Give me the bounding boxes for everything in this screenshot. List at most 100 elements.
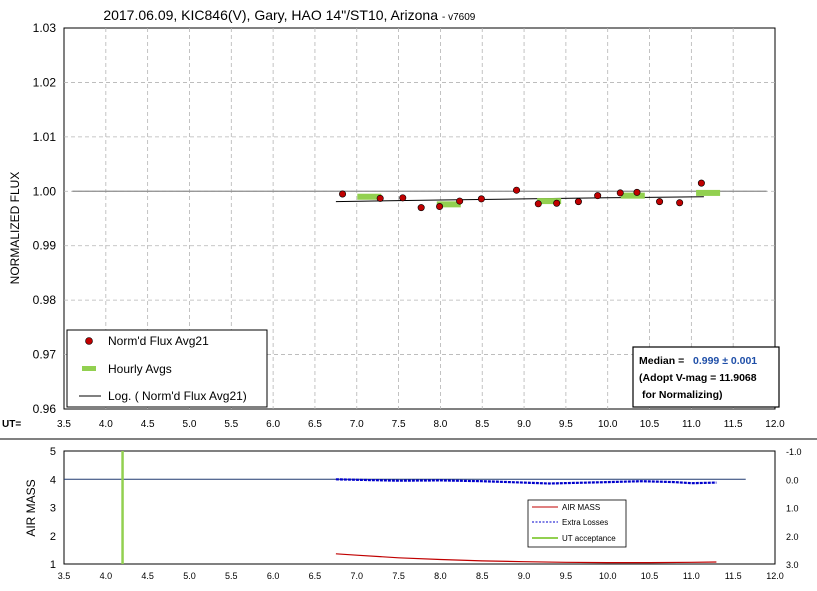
x-tick-label: 5.0 <box>183 419 197 430</box>
bottom-y-tick-labels: 1 2 3 4 5 <box>50 446 56 571</box>
hourly-avg-mark <box>357 193 382 200</box>
y2-tick-label: -1.0 <box>786 447 802 457</box>
extra-losses-line <box>335 478 717 485</box>
median-annotation: Median = 0.999 ± 0.001 (Adopt V-mag = 11… <box>632 346 780 408</box>
median-label: Median = <box>639 355 684 367</box>
flux-point <box>633 188 641 196</box>
bottom-series <box>64 451 746 564</box>
x-tick-label: 6.5 <box>308 419 322 430</box>
x-tick-label: 9.0 <box>517 419 531 430</box>
median-line2: (Adopt V-mag = 11.9068 <box>639 372 757 384</box>
top-y-axis-label: NORMALIZED FLUX <box>8 172 22 285</box>
bottom-y2-tick-labels: -1.0 0.0 1.0 2.0 3.0 <box>786 447 802 570</box>
x-tick-label: 5.5 <box>225 571 238 581</box>
x-tick-label: 11.0 <box>683 571 700 581</box>
median-line3: for Normalizing) <box>642 389 723 401</box>
flux-point <box>456 197 464 205</box>
x-tick-label: 12.0 <box>766 571 784 581</box>
bottom-legend: AIR MASS Extra Losses UT acceptance <box>527 499 627 548</box>
y-tick-label: 0.97 <box>33 348 57 362</box>
y-tick-label: 1.00 <box>33 184 57 198</box>
legend-label-extra-losses: Extra Losses <box>562 518 608 527</box>
x-tick-label: 6.0 <box>266 419 280 430</box>
x-tick-label: 8.0 <box>434 571 447 581</box>
x-tick-label: 10.5 <box>640 419 660 430</box>
x-tick-label: 3.5 <box>57 419 71 430</box>
y-tick-label: 0.96 <box>33 402 57 416</box>
x-tick-label: 5.5 <box>224 419 238 430</box>
x-tick-label: 8.5 <box>475 419 489 430</box>
flux-point <box>376 194 384 202</box>
y-tick-label: 0.98 <box>33 293 57 307</box>
x-tick-label: 11.0 <box>682 419 701 430</box>
hourly-avg-mark <box>696 189 721 196</box>
flux-point <box>697 179 705 187</box>
y-tick-label: 5 <box>50 446 56 458</box>
y-tick-label: 1.02 <box>33 75 57 89</box>
flux-point <box>513 186 521 194</box>
legend-label-hourly: Hourly Avgs <box>108 362 172 376</box>
x-tick-label: 8.0 <box>433 419 447 430</box>
x-tick-label: 6.0 <box>267 571 280 581</box>
y-tick-label: 3 <box>50 503 56 515</box>
flux-point <box>534 200 542 208</box>
hourly-avg-mark <box>537 198 562 205</box>
x-tick-label: 3.5 <box>58 571 71 581</box>
flux-point <box>553 199 561 207</box>
hourly-avg-mark <box>436 201 461 208</box>
flux-point <box>574 198 582 206</box>
x-tick-label: 4.0 <box>99 419 113 430</box>
y-tick-label: 4 <box>50 474 56 486</box>
flux-point <box>339 190 347 198</box>
y2-tick-label: 2.0 <box>786 532 799 542</box>
top-x-tick-labels: 3.5 4.0 4.5 5.0 5.5 6.0 6.5 7.0 7.5 8.0 8.5 9.0 9.5 1… <box>57 419 785 430</box>
flux-point <box>594 192 602 200</box>
x-tick-label: 4.5 <box>141 419 155 430</box>
flux-point <box>417 204 425 212</box>
x-tick-label: 10.0 <box>599 571 617 581</box>
y-tick-label: 1 <box>50 559 56 571</box>
legend-marker-hourly <box>82 366 96 371</box>
airmass-line <box>335 553 717 564</box>
x-tick-label: 9.5 <box>559 419 573 430</box>
top-y-tick-labels: 0.96 0.97 0.98 0.99 1.00 1.01 1.02 1.03 <box>33 21 57 416</box>
x-tick-label: 10.0 <box>598 419 618 430</box>
x-tick-label: 11.5 <box>725 571 742 581</box>
top-legend: Norm'd Flux Avg21 Hourly Avgs Log. ( Nor… <box>66 329 268 408</box>
y2-tick-label: 3.0 <box>786 560 799 570</box>
x-tick-label: 9.5 <box>560 571 573 581</box>
bottom-y-axis-label: AIR MASS <box>24 479 38 536</box>
chart-title-suffix: - v7609 <box>442 12 476 23</box>
y-tick-label: 0.99 <box>33 239 57 253</box>
x-tick-label: 5.0 <box>183 571 196 581</box>
median-value: 0.999 ± 0.001 <box>693 355 757 367</box>
x-tick-label: 12.0 <box>765 419 785 430</box>
x-tick-label: 7.0 <box>351 571 364 581</box>
hourly-avg-mark <box>620 192 645 199</box>
flux-point <box>477 195 485 203</box>
flux-point <box>676 199 684 207</box>
x-tick-label: 4.0 <box>100 571 113 581</box>
flux-point <box>656 198 664 206</box>
top-series <box>335 179 721 212</box>
ut-axis-label: UT= <box>2 419 21 430</box>
y2-tick-label: 1.0 <box>786 504 799 514</box>
x-tick-label: 8.5 <box>476 571 489 581</box>
x-tick-label: 4.5 <box>141 571 154 581</box>
x-tick-label: 10.5 <box>641 571 659 581</box>
flux-point <box>436 203 444 211</box>
x-tick-label: 7.5 <box>392 571 405 581</box>
legend-label-log: Log. ( Norm'd Flux Avg21) <box>108 389 247 403</box>
y-tick-label: 2 <box>50 531 56 543</box>
legend-label-flux: Norm'd Flux Avg21 <box>108 334 209 348</box>
bottom-x-tick-labels: 3.5 4.0 4.5 5.0 5.5 6.0 6.5 7.0 7.5 8.0 8.5 9.0 9.5 1… <box>58 571 784 581</box>
x-tick-label: 11.5 <box>724 419 743 430</box>
legend-label-ut-acceptance: UT acceptance <box>562 534 616 543</box>
x-tick-label: 9.0 <box>518 571 531 581</box>
legend-marker-flux <box>85 337 93 345</box>
x-tick-label: 6.5 <box>309 571 322 581</box>
x-tick-label: 7.5 <box>392 419 406 430</box>
legend-label-airmass: AIR MASS <box>562 503 600 512</box>
flux-point <box>399 194 407 202</box>
